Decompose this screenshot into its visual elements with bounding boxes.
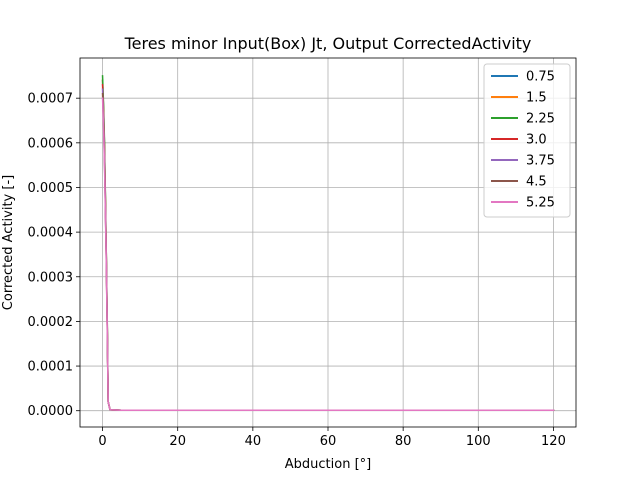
legend-label: 0.75 xyxy=(526,70,555,85)
x-tick-label: 20 xyxy=(169,434,186,449)
x-axis-label: Abduction [°] xyxy=(285,457,371,472)
y-tick-label: 0.0000 xyxy=(28,404,74,419)
x-tick-label: 100 xyxy=(466,434,491,449)
y-tick-label: 0.0005 xyxy=(28,181,74,196)
legend-label: 5.25 xyxy=(526,196,555,211)
y-tick-label: 0.0007 xyxy=(28,92,74,107)
legend-label: 3.0 xyxy=(526,133,547,148)
legend-box xyxy=(483,63,571,218)
y-tick-label: 0.0002 xyxy=(28,315,74,330)
x-tick-label: 60 xyxy=(320,434,337,449)
legend-label: 2.25 xyxy=(526,112,555,127)
x-tick-label: 0 xyxy=(98,434,106,449)
legend-label: 1.5 xyxy=(526,91,547,106)
x-tick-label: 120 xyxy=(541,434,566,449)
y-tick-label: 0.0006 xyxy=(28,136,74,151)
legend: 0.75 1.5 2.25 3.0 3.75 4.5 5.25 xyxy=(483,63,571,218)
y-tick-label: 0.0004 xyxy=(28,226,74,241)
y-tick-label: 0.0001 xyxy=(28,360,74,375)
y-axis-label: Corrected Activity [-] xyxy=(1,175,16,310)
y-tick-label: 0.0003 xyxy=(28,270,74,285)
series-line-5.25 xyxy=(101,97,555,412)
x-tick-label: 80 xyxy=(395,434,412,449)
legend-label: 3.75 xyxy=(526,154,555,169)
series-lines xyxy=(101,75,555,412)
chart-title: Teres minor Input(Box) Jt, Output Correc… xyxy=(124,34,532,53)
axis-ticks: 0 20 40 60 80 100 120 0.0000 0.0001 0.0002 0.0003 0… xyxy=(28,92,566,449)
legend-label: 4.5 xyxy=(526,175,547,190)
x-tick-label: 40 xyxy=(245,434,262,449)
